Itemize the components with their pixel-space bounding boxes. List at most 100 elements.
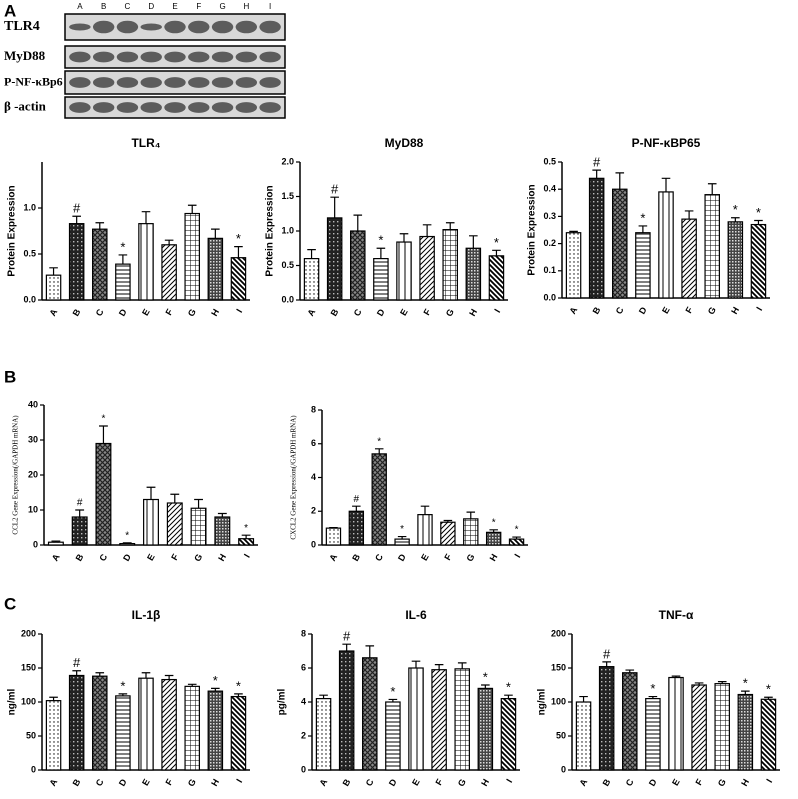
x-tick-label: B: [71, 307, 83, 318]
blot-band: [140, 102, 162, 113]
bar: [71, 516, 88, 546]
error-bar: [569, 230, 578, 233]
error-bar: [95, 672, 105, 677]
bar: [161, 678, 177, 771]
error-bar: [187, 204, 197, 214]
x-tick-label: A: [305, 307, 317, 318]
x-tick-label: G: [444, 307, 456, 318]
bar: [143, 498, 159, 546]
bar: [207, 237, 224, 301]
bar: [714, 683, 730, 771]
significance-mark: *: [213, 673, 218, 688]
bar: [727, 221, 744, 299]
y-tick-label: 0.4: [543, 184, 556, 194]
blot-band: [92, 20, 115, 34]
bar: [658, 191, 674, 299]
error-bar: [122, 542, 132, 544]
significance-mark: *: [101, 414, 105, 425]
x-tick-label: D: [647, 777, 659, 788]
bar: [230, 257, 247, 301]
y-axis-label: Protein Expression: [527, 184, 538, 275]
significance-mark: *: [515, 525, 519, 536]
bar: [166, 502, 183, 546]
x-tick-label: E: [140, 777, 152, 787]
error-bar: [146, 486, 156, 500]
blot-band: [140, 51, 162, 63]
significance-mark: *: [650, 681, 655, 696]
blot-band: [140, 23, 162, 31]
bar: [394, 538, 410, 546]
error-bar: [399, 233, 409, 243]
significance-mark: *: [733, 202, 738, 217]
bar: [622, 672, 638, 771]
error-bar: [422, 224, 432, 237]
y-tick-label: 4: [301, 696, 306, 706]
x-tick-label: F: [421, 307, 433, 317]
bar: [303, 258, 320, 301]
x-tick-label: C: [373, 552, 385, 563]
blot-band: [259, 77, 281, 88]
y-axis-label: CXCL2 Gene Expression(/GAPDH mRNA): [290, 415, 298, 540]
x-tick-label: H: [479, 777, 491, 788]
error-bar: [443, 519, 453, 523]
bar: [500, 697, 517, 771]
error-bar: [489, 529, 498, 533]
significance-mark: #: [343, 629, 351, 644]
y-tick-label: 0: [31, 764, 36, 774]
error-bar: [241, 534, 251, 539]
panel-label: A: [4, 1, 16, 20]
x-tick-label: I: [504, 777, 514, 784]
x-tick-label: A: [47, 307, 59, 318]
y-tick-label: 0.0: [543, 292, 556, 302]
blot-band: [235, 51, 258, 63]
x-tick-label: E: [670, 777, 682, 787]
blot-band: [211, 51, 234, 63]
error-bar: [707, 183, 717, 195]
bar: [488, 255, 505, 301]
y-tick-label: 2: [301, 730, 306, 740]
x-tick-label: H: [488, 552, 500, 563]
error-bar: [352, 505, 361, 512]
error-bar: [731, 217, 740, 222]
bar: [565, 232, 582, 299]
bar: [750, 223, 767, 299]
blot-band: [69, 23, 91, 31]
x-tick-label: F: [163, 777, 175, 787]
lane-label: I: [269, 2, 271, 11]
x-tick-label: I: [234, 307, 244, 314]
error-bar: [307, 249, 316, 259]
bar: [645, 697, 661, 771]
y-tick-label: 100: [551, 696, 566, 706]
error-bar: [51, 540, 61, 543]
x-tick-label: B: [71, 777, 83, 788]
x-tick-label: F: [693, 777, 705, 787]
x-tick-label: G: [716, 777, 728, 788]
blot-band: [164, 20, 186, 34]
error-bar: [141, 211, 151, 224]
bar: [115, 263, 131, 301]
error-bar: [481, 684, 490, 689]
significance-mark: *: [120, 678, 125, 693]
bar: [477, 687, 494, 771]
bar: [575, 701, 592, 771]
blot-row-label: MyD88: [4, 48, 46, 63]
x-tick-label: A: [327, 552, 339, 563]
error-bar: [376, 247, 386, 259]
lane-label: C: [125, 2, 131, 11]
x-tick-label: C: [94, 777, 106, 788]
blot-band: [69, 77, 91, 88]
x-tick-label: D: [375, 307, 387, 318]
y-tick-label: 1.0: [23, 202, 36, 212]
chart-title: IL-1β: [132, 608, 161, 622]
bar: [635, 232, 651, 299]
error-bar: [234, 246, 243, 258]
blot-band: [69, 51, 91, 63]
x-tick-label: F: [683, 305, 695, 315]
significance-mark: *: [483, 669, 488, 684]
bar: [588, 177, 605, 299]
significance-mark: #: [73, 655, 81, 670]
bar: [760, 698, 777, 771]
error-bar: [420, 505, 430, 515]
blot-row-label: β -actin: [4, 98, 47, 113]
x-tick-label: E: [410, 777, 422, 787]
